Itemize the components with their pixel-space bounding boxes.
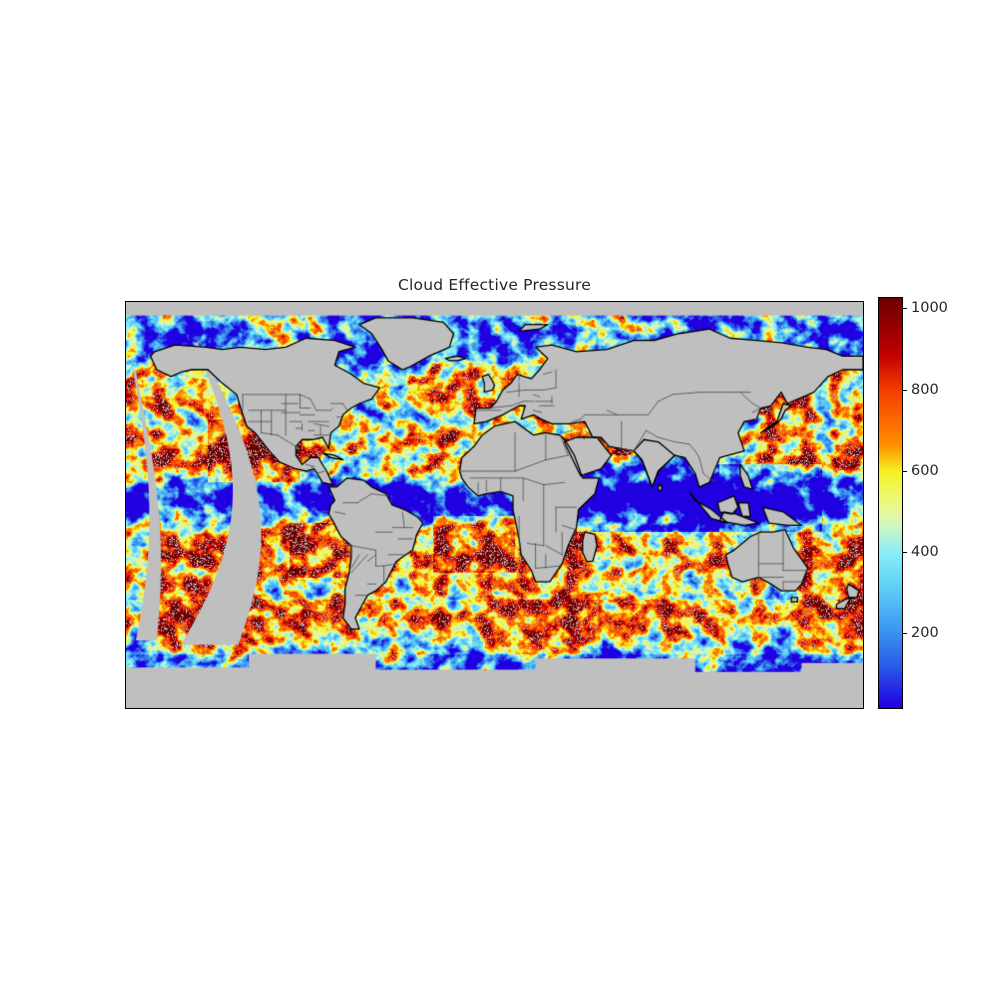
- colorbar-tick-mark: [903, 470, 907, 472]
- colorbar-tick-mark: [903, 632, 907, 634]
- map-axes[interactable]: [125, 301, 864, 709]
- colorbar-tick-mark: [903, 308, 907, 309]
- colorbar-tick-label: 800: [911, 381, 939, 398]
- colorbar[interactable]: [878, 297, 903, 709]
- colorbar-tick-label: 600: [911, 462, 939, 479]
- colorbar-tick-label: 1000: [911, 299, 948, 316]
- colorbar-gradient: [879, 298, 902, 708]
- colorbar-tick-label: 200: [911, 624, 939, 641]
- colorbar-tick-mark: [903, 551, 907, 553]
- colorbar-tick-mark: [903, 389, 907, 391]
- colorbar-tick-label: 400: [911, 543, 939, 560]
- page-title: Cloud Effective Pressure: [398, 276, 591, 294]
- map-image: [126, 302, 863, 708]
